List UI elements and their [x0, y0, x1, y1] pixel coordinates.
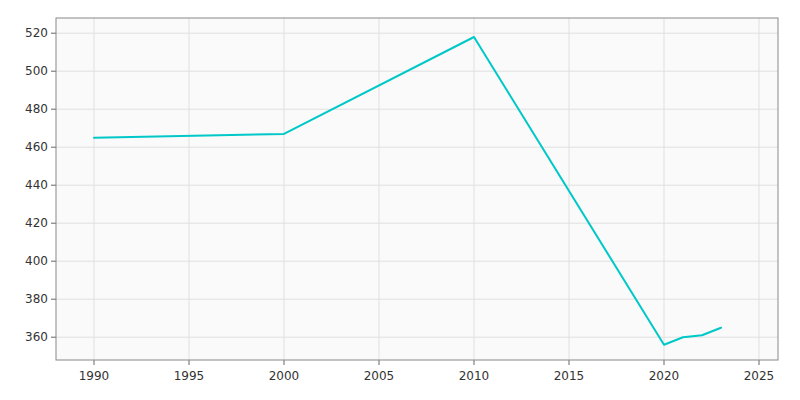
y-tick	[51, 33, 56, 34]
x-tick	[474, 360, 475, 365]
y-tick-label: 480	[25, 102, 48, 116]
x-grid-line	[379, 18, 380, 360]
y-tick	[51, 337, 56, 338]
y-tick	[51, 71, 56, 72]
chart: 360 380 400 420 440 460 480 500 520 1990 1995 2000 2…	[0, 0, 800, 400]
y-tick-label: 500	[25, 64, 48, 78]
series	[94, 37, 721, 345]
y-grid-line	[56, 337, 778, 338]
x-tick-label: 2000	[269, 369, 300, 383]
y-grid-line	[56, 147, 778, 148]
y-tick	[51, 185, 56, 186]
x-tick	[664, 360, 665, 365]
y-tick-label: 400	[25, 254, 48, 268]
y-grid-line	[56, 185, 778, 186]
y-tick	[51, 261, 56, 262]
plot-frame	[56, 18, 778, 360]
y-tick	[51, 223, 56, 224]
y-grid-line	[56, 33, 778, 34]
x-grid-line	[94, 18, 95, 360]
line	[94, 37, 721, 345]
x-tick-label: 2025	[744, 369, 775, 383]
page: {"chart_data": {"type": "line", "x": [19…	[0, 0, 800, 400]
x-grid-line	[474, 18, 475, 360]
x-tick	[569, 360, 570, 365]
x-grid-line	[189, 18, 190, 360]
x-tick-label: 2005	[364, 369, 395, 383]
x-tick-label: 1995	[174, 369, 205, 383]
y-tick	[51, 147, 56, 148]
x-tick	[94, 360, 95, 365]
x-tick	[189, 360, 190, 365]
y-grid-line	[56, 223, 778, 224]
x-tick-label: 1990	[79, 369, 110, 383]
x-tick	[379, 360, 380, 365]
x-tick-label: 2015	[554, 369, 585, 383]
x-tick-label: 2020	[649, 369, 680, 383]
y-tick-label: 520	[25, 26, 48, 40]
grid	[56, 18, 778, 360]
plot-background	[56, 18, 778, 360]
y-grid-line	[56, 299, 778, 300]
axes: 360 380 400 420 440 460 480 500 520 1990 1995 2000 2…	[25, 18, 778, 383]
y-tick-label: 460	[25, 140, 48, 154]
y-grid-line	[56, 109, 778, 110]
y-tick	[51, 109, 56, 110]
chart-container: 360 380 400 420 440 460 480 500 520 1990 1995 2000 2…	[0, 0, 800, 400]
y-tick-label: 440	[25, 178, 48, 192]
x-tick	[284, 360, 285, 365]
y-tick	[51, 299, 56, 300]
y-tick-label: 420	[25, 216, 48, 230]
x-grid-line	[284, 18, 285, 360]
y-grid-line	[56, 261, 778, 262]
y-grid-line	[56, 71, 778, 72]
x-tick	[759, 360, 760, 365]
x-tick-label: 2010	[459, 369, 490, 383]
y-tick-label: 380	[25, 292, 48, 306]
x-grid-line	[664, 18, 665, 360]
x-grid-line	[759, 18, 760, 360]
y-tick-label: 360	[25, 330, 48, 344]
